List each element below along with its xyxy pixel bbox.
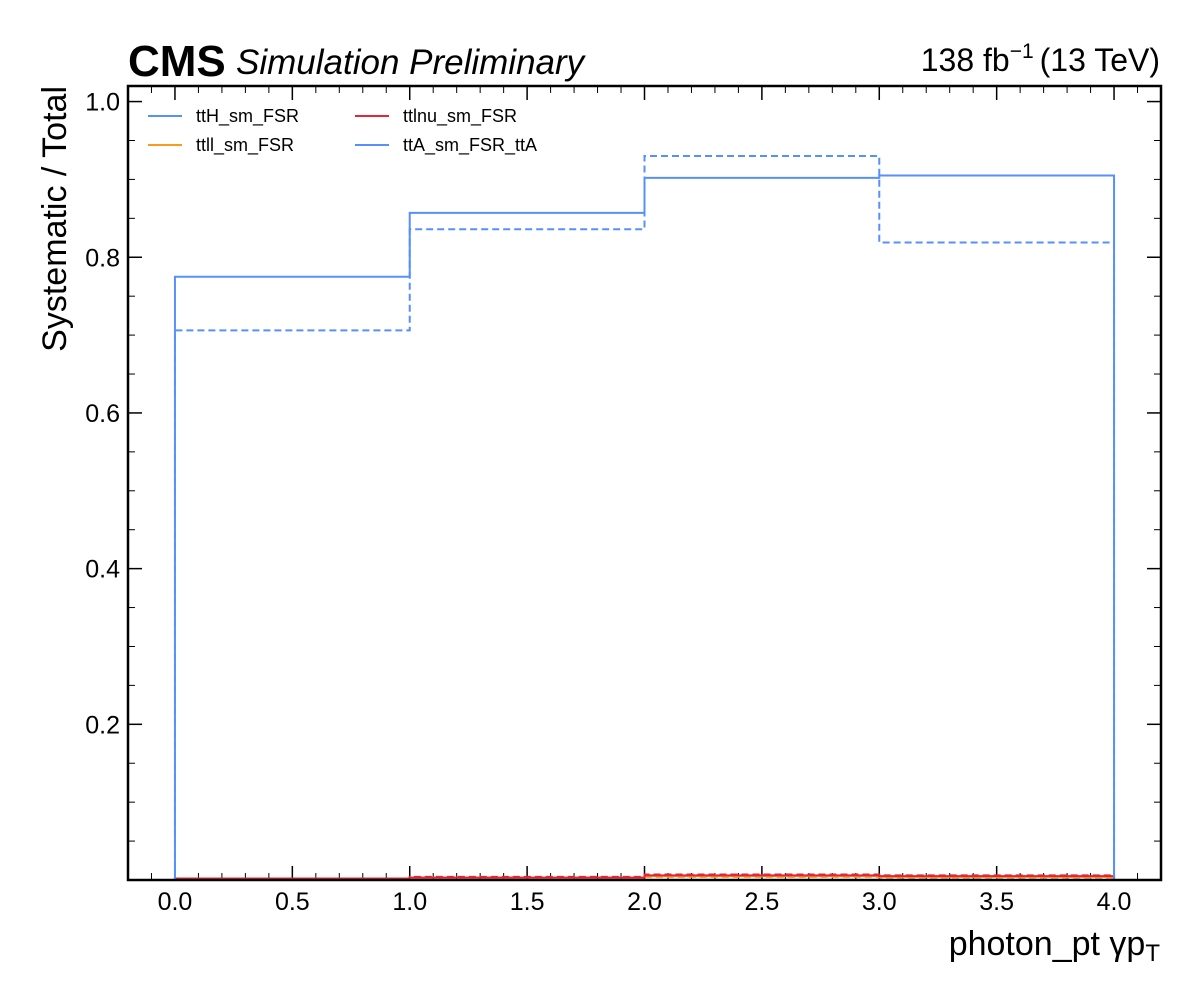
lumi-exponent: −1 bbox=[1010, 40, 1034, 63]
x-tick-label: 3.0 bbox=[862, 888, 897, 916]
status-label: Simulation Preliminary bbox=[236, 43, 587, 82]
legend: ttH_sm_FSR ttll_sm_FSR ttlnu_sm_FSR ttA_sm_… bbox=[148, 106, 537, 156]
x-axis-title-sub: T bbox=[1145, 940, 1160, 967]
x-tick-label: 0.0 bbox=[158, 888, 193, 916]
y-tick-label: 1.0 bbox=[85, 89, 120, 117]
y-axis-title: Systematic / Total bbox=[36, 86, 74, 352]
y-tick-label: 0.8 bbox=[85, 244, 120, 272]
x-tick-label: 3.5 bbox=[979, 888, 1014, 916]
lumi-suffix: (13 TeV) bbox=[1040, 42, 1160, 78]
legend-label: ttll_sm_FSR bbox=[196, 135, 294, 156]
legend-label: ttlnu_sm_FSR bbox=[403, 106, 517, 127]
y-tick-label: 0.6 bbox=[85, 400, 120, 428]
x-tick-label: 1.0 bbox=[392, 888, 427, 916]
experiment-label: CMS bbox=[128, 37, 226, 86]
series-ttll-sm-fsr-dashed bbox=[173, 875, 1116, 880]
lumi-label: 138 fb−1 (13 TeV) bbox=[921, 40, 1160, 78]
x-tick-label: 2.0 bbox=[627, 888, 662, 916]
legend-label: ttA_sm_FSR_ttA bbox=[403, 135, 537, 156]
lumi-prefix: 138 fb bbox=[921, 42, 1010, 78]
series-tta-sm-fsr-tta-dashed bbox=[173, 155, 1116, 880]
x-axis-title-main: photon_pt γp bbox=[949, 925, 1146, 963]
y-tick-label: 0.2 bbox=[85, 711, 120, 739]
x-axis-title: photon_pt γpT bbox=[949, 925, 1161, 967]
x-tick-label: 2.5 bbox=[745, 888, 780, 916]
series-tta-sm-fsr-tta-solid bbox=[173, 174, 1116, 880]
plot-frame bbox=[126, 84, 1163, 882]
x-tick-label: 1.5 bbox=[510, 888, 545, 916]
tick-labels: 0.0 0.5 1.0 1.5 2.0 2.5 3.0 3.5 4.0 0.2 0.4 0.6 0.8 1… bbox=[85, 89, 1131, 916]
y-tick-label: 0.4 bbox=[85, 556, 120, 584]
x-tick-label: 4.0 bbox=[1097, 888, 1132, 916]
x-tick-label: 0.5 bbox=[275, 888, 310, 916]
series-ttlnu-sm-fsr-dashed bbox=[173, 873, 1116, 880]
legend-label: ttH_sm_FSR bbox=[196, 106, 299, 127]
major-ticks bbox=[128, 86, 1161, 880]
series-lines bbox=[173, 155, 1116, 881]
